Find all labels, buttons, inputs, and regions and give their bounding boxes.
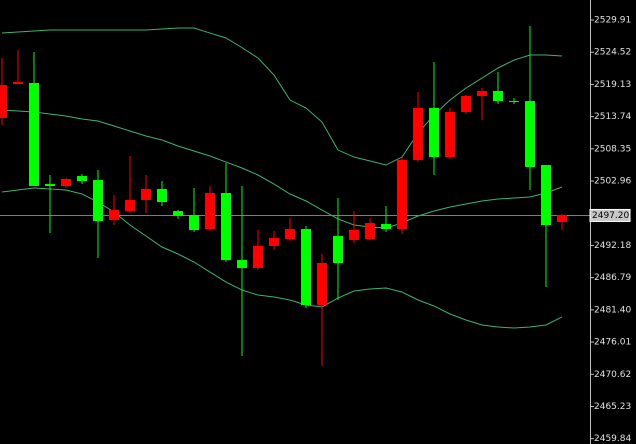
candle-body: [541, 165, 551, 226]
candle-body: [269, 238, 279, 246]
y-tick-label: 2519.13: [594, 80, 631, 90]
band-line: [1, 109, 563, 229]
y-tick-label: 2476.01: [594, 338, 631, 348]
candle-body: [445, 112, 455, 158]
candle-body: [461, 96, 471, 113]
candle-body: [301, 229, 311, 306]
candle-body: [285, 229, 295, 239]
y-tick-label: 2470.62: [594, 370, 631, 380]
candle-body: [333, 236, 343, 264]
candle-body: [525, 101, 535, 168]
candle-body: [61, 179, 71, 187]
candle-body: [205, 192, 215, 230]
y-tick-label: 2524.52: [594, 48, 631, 58]
candle-body: [365, 222, 375, 239]
candle-body: [413, 108, 423, 161]
candle-body: [557, 215, 567, 223]
candle-body: [509, 101, 519, 103]
candle-body: [429, 108, 439, 158]
candle-body: [13, 82, 23, 85]
y-tick-label: 2513.74: [594, 112, 631, 122]
candle-body: [493, 90, 503, 102]
candle-body: [45, 184, 55, 187]
candle-body: [317, 263, 327, 306]
candle-body: [77, 176, 87, 182]
y-tick-label: 2508.35: [594, 144, 631, 154]
y-tick-label: 2481.40: [594, 305, 631, 315]
candle-body: [173, 211, 183, 216]
candle-body: [397, 160, 407, 230]
candle-body: [0, 85, 7, 119]
candle-body: [189, 215, 199, 231]
band-line: [1, 27, 563, 166]
y-tick-label: 2502.96: [594, 177, 631, 187]
candle-body: [157, 188, 167, 203]
y-tick-label: 2465.23: [594, 402, 631, 412]
candle-body: [477, 90, 487, 97]
candle-body: [125, 199, 135, 212]
candle-body: [141, 188, 151, 200]
candle-body: [237, 260, 247, 269]
candle-body: [253, 245, 263, 269]
candle-body: [221, 192, 231, 261]
y-tick-label: 2486.79: [594, 273, 631, 283]
current-price-box: [589, 208, 631, 222]
current-price-label: 2497.20: [592, 211, 629, 221]
y-tick-label: 2529.91: [594, 16, 631, 26]
y-tick-label: 2492.18: [594, 241, 631, 251]
candle-body: [109, 210, 119, 220]
plot-area: [0, 25, 590, 367]
y-tick-label: 2459.84: [594, 434, 631, 444]
candle-body: [381, 224, 391, 230]
candle-body: [349, 230, 359, 241]
band-line: [1, 187, 563, 329]
candle-body: [93, 180, 103, 222]
candle-body: [29, 82, 39, 187]
